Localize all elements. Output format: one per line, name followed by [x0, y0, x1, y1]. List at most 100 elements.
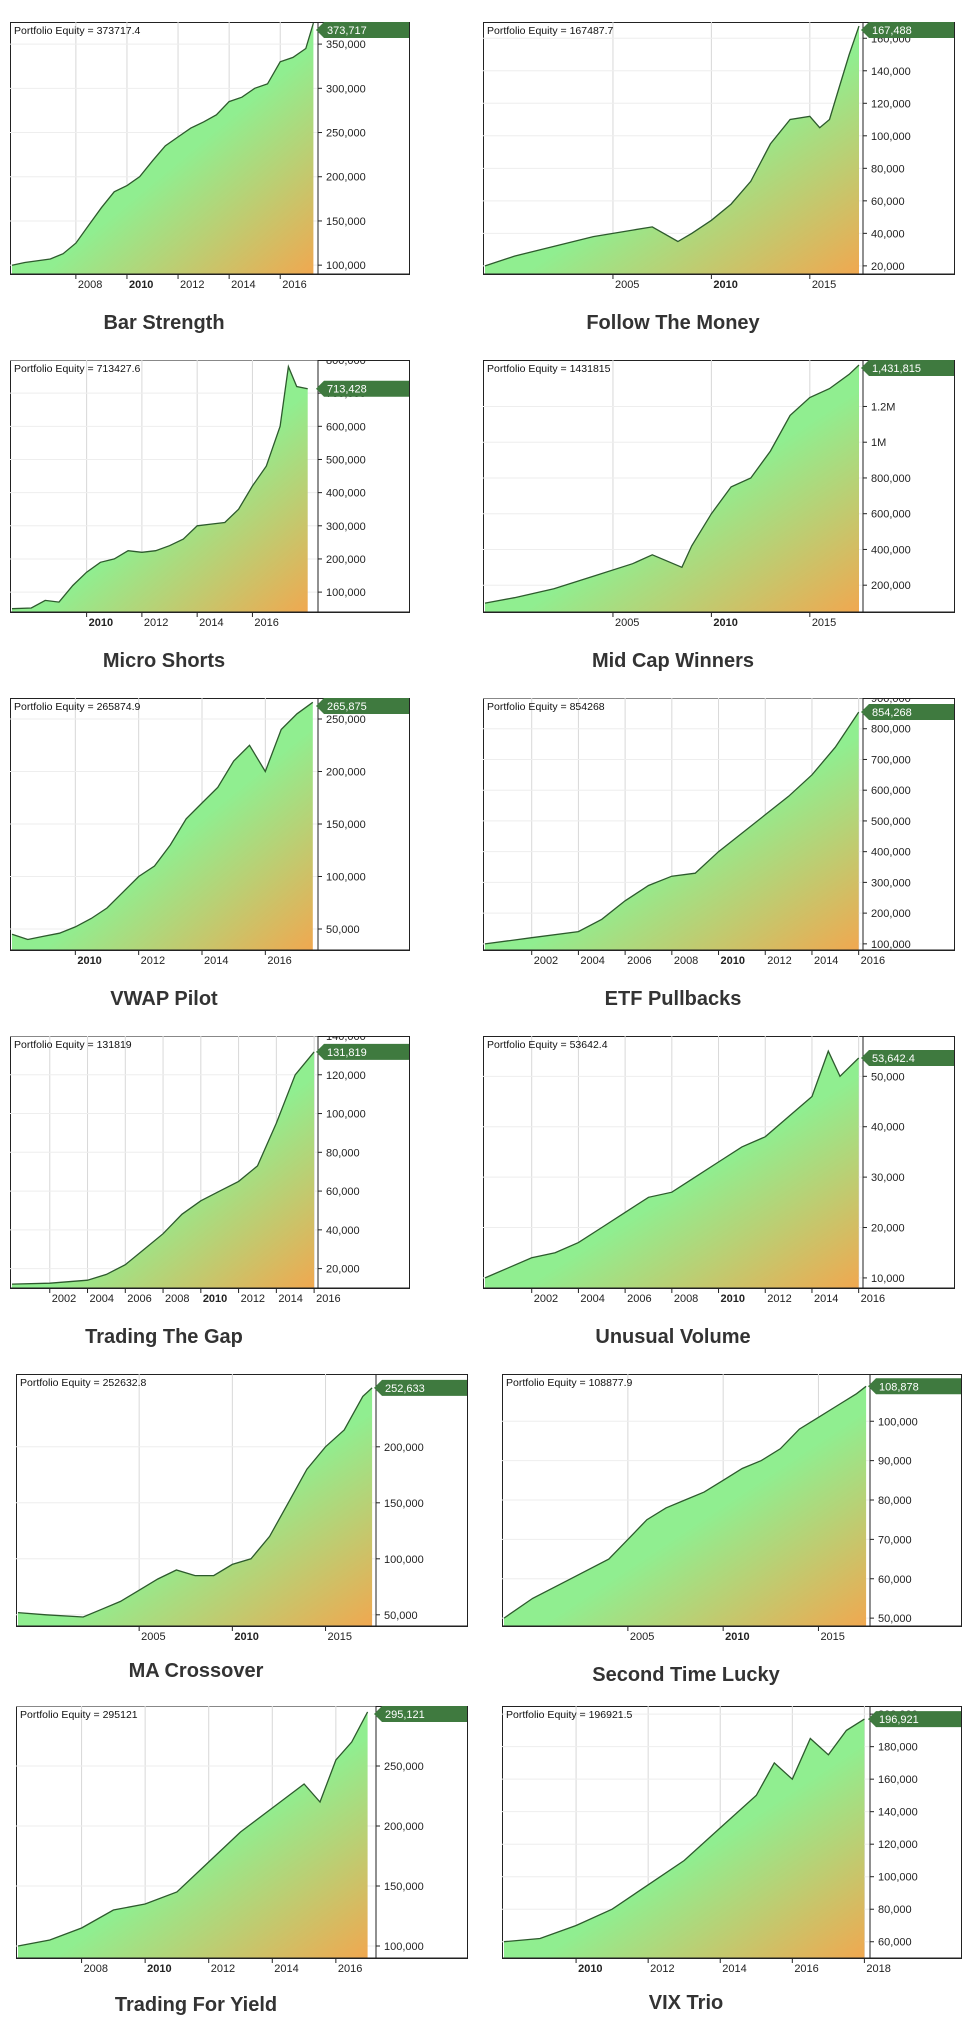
x-tick-label: 2015: [820, 1631, 844, 1643]
legend-text: Portfolio Equity = 196921.5: [506, 1709, 633, 1721]
y-tick-label: 100,000: [384, 1554, 424, 1566]
legend-text: Portfolio Equity = 854268: [487, 701, 605, 713]
y-tick-label: 400,000: [871, 847, 911, 859]
y-tick-label: 200,000: [871, 908, 911, 920]
legend-text: Portfolio Equity = 53642.4: [487, 1039, 608, 1051]
equity-chart-follow-the-money: 20,000 40,000 60,000 80,000 100,000 120,000 14…: [483, 22, 955, 291]
x-tick-label: 2016: [282, 279, 306, 291]
equity-line: [484, 364, 860, 604]
chart-panel-ma-crossover: 50,000 100,000 150,000 200,000 2005 2010 2015 P…: [16, 1374, 468, 1646]
x-tick-label: 2010: [147, 1963, 171, 1975]
legend-text: Portfolio Equity = 713427.6: [14, 363, 141, 375]
y-tick-label: 800,000: [326, 360, 366, 367]
y-tick-label: 100,000: [326, 587, 366, 599]
x-tick-label: 2016: [254, 617, 278, 629]
y-tick-label: 250,000: [326, 128, 366, 140]
x-tick-label: 2010: [129, 279, 153, 291]
chart-title-micro-shorts: Micro Shorts: [102, 650, 226, 672]
equity-line: [484, 25, 860, 267]
last-value-label: 108,878: [879, 1381, 919, 1393]
x-tick-label: 2012: [767, 1293, 791, 1305]
y-tick-label: 80,000: [878, 1904, 912, 1916]
x-tick-label: 2002: [534, 1293, 558, 1305]
chart-title-ma-crossover: MA Crossover: [128, 1660, 264, 1682]
y-tick-label: 200,000: [384, 1442, 424, 1454]
x-tick-label: 2012: [241, 1293, 265, 1305]
y-tick-label: 20,000: [871, 1223, 905, 1235]
y-tick-label: 120,000: [878, 1839, 918, 1851]
equity-line: [17, 1711, 369, 1947]
equity-line: [11, 1051, 315, 1285]
y-tick-label: 100,000: [326, 1109, 366, 1121]
last-value-label: 1,431,815: [872, 363, 921, 375]
x-tick-label: 2016: [794, 1963, 818, 1975]
chart-title-second-time-lucky: Second Time Lucky: [592, 1664, 780, 1686]
last-value-label: 131,819: [327, 1047, 367, 1059]
y-tick-label: 150,000: [384, 1881, 424, 1893]
y-tick-label: 100,000: [384, 1941, 424, 1953]
y-tick-label: 100,000: [326, 872, 366, 884]
last-value-badge: [868, 1378, 961, 1395]
y-tick-label: 60,000: [878, 1937, 912, 1949]
equity-area: [12, 23, 314, 274]
y-tick-label: 250,000: [384, 1761, 424, 1773]
x-tick-label: 2016: [267, 955, 291, 967]
chart-panel-second-time-lucky: 50,000 60,000 70,000 80,000 90,000 100,000 200…: [502, 1374, 962, 1646]
x-tick-label: 2008: [674, 1293, 698, 1305]
y-tick-label: 500,000: [326, 454, 366, 466]
y-tick-label: 350,000: [326, 39, 366, 51]
y-tick-label: 60,000: [878, 1574, 912, 1586]
equity-area: [485, 1051, 859, 1288]
legend-text: Portfolio Equity = 1431815: [487, 363, 611, 375]
x-tick-label: 2016: [338, 1963, 362, 1975]
equity-area: [12, 702, 313, 950]
x-tick-label: 2016: [861, 955, 885, 967]
chart-panel-bar-strength: 100,000 150,000 200,000 250,000 300,000 350,0…: [10, 22, 410, 294]
equity-line: [503, 1718, 865, 1943]
y-tick-label: 120,000: [326, 1070, 366, 1082]
x-tick-label: 2010: [721, 1293, 745, 1305]
x-tick-label: 2010: [725, 1631, 749, 1643]
x-tick-label: 2016: [861, 1293, 885, 1305]
y-tick-label: 40,000: [871, 1122, 905, 1134]
equity-line: [17, 1387, 373, 1618]
equity-chart-trading-for-yield: 100,000150,000200,000250,000300,00020082…: [16, 1706, 468, 1975]
x-tick-label: 2005: [630, 1631, 654, 1643]
y-tick-label: 100,000: [878, 1416, 918, 1428]
y-tick-label: 40,000: [871, 228, 905, 240]
x-tick-label: 2010: [721, 955, 745, 967]
y-tick-label: 400,000: [326, 488, 366, 500]
y-tick-label: 40,000: [326, 1225, 360, 1237]
x-tick-label: 2006: [127, 1293, 151, 1305]
last-value-badge: [861, 360, 954, 376]
x-tick-label: 2010: [578, 1963, 602, 1975]
equity-chart-micro-shorts: 100,000 200,000 300,000 400,000 500,000 600,0…: [10, 360, 410, 629]
equity-chart-bar-strength: 100,000 150,000 200,000 250,000 300,000 350,0…: [10, 22, 410, 291]
chart-panel-vwap-pilot: 50,000 100,000 150,000 200,000 250,000 2010 20…: [10, 698, 410, 970]
equity-area: [504, 1719, 865, 1958]
y-tick-label: 150,000: [326, 819, 366, 831]
x-tick-label: 2014: [278, 1293, 302, 1305]
x-tick-label: 2014: [274, 1963, 298, 1975]
y-tick-label: 140,000: [878, 1807, 918, 1819]
y-tick-label: 180,000: [878, 1742, 918, 1754]
y-tick-label: 800,000: [871, 724, 911, 736]
y-tick-label: 20,000: [871, 261, 905, 273]
y-tick-label: 100,000: [878, 1872, 918, 1884]
x-tick-label: 2014: [199, 617, 223, 629]
equity-line: [11, 22, 315, 266]
x-tick-label: 2004: [90, 1293, 114, 1305]
chart-title-etf-pullbacks: ETF Pullbacks: [604, 988, 742, 1010]
y-tick-label: 1.2M: [871, 401, 895, 413]
equity-line: [484, 711, 860, 945]
y-tick-label: 70,000: [878, 1534, 912, 1546]
x-tick-label: 2005: [615, 279, 639, 291]
last-value-label: 295,121: [385, 1709, 425, 1721]
x-tick-label: 2018: [866, 1963, 890, 1975]
last-value-label: 265,875: [327, 701, 367, 713]
chart-panel-etf-pullbacks: 100,000 200,000 300,000 400,000 500,000 600,0…: [483, 698, 955, 970]
equity-area: [18, 1387, 373, 1626]
last-value-badge: [861, 1049, 954, 1066]
x-tick-label: 2012: [144, 617, 168, 629]
equity-chart-vix-trio: 60,000 80,000 100,000 120,000 140,000 160,000…: [502, 1706, 962, 1975]
